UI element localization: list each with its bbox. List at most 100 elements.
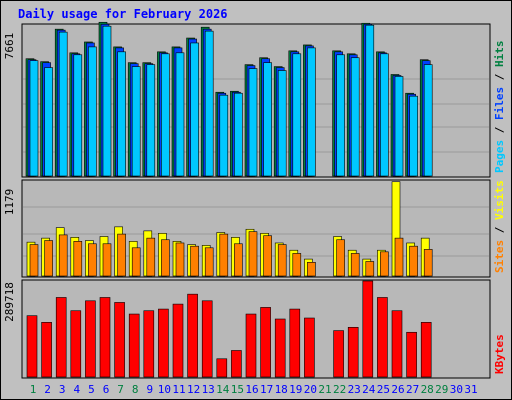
day-label-1: 1 <box>30 383 37 396</box>
kbytes-bar-day-13 <box>201 300 213 378</box>
axis-label-part: Pages <box>493 140 506 173</box>
pages-bar-day-6 <box>102 25 112 177</box>
kbytes-bar-day-16 <box>245 313 257 378</box>
sites-bar-day-2 <box>44 240 53 277</box>
ymax-label: 289718 <box>3 282 16 322</box>
day-label-2: 2 <box>44 383 51 396</box>
kbytes-bar-day-15 <box>231 350 242 378</box>
axis-label-part: KBytes <box>493 334 506 374</box>
sites-bar-day-1 <box>29 244 39 277</box>
kbytes-bar-day-17 <box>260 307 271 378</box>
sites-bar-day-27 <box>409 245 418 277</box>
kbytes-bar-day-12 <box>187 293 198 378</box>
day-label-4: 4 <box>73 383 80 396</box>
sites-bar-day-11 <box>175 242 185 277</box>
day-label-29: 29 <box>435 383 448 396</box>
sites-bar-day-5 <box>88 243 97 277</box>
kbytes-bar-day-18 <box>274 318 286 378</box>
axis-label: Sites / Visits <box>493 180 506 273</box>
pages-bar-day-9 <box>146 64 156 177</box>
sites-bar-day-12 <box>190 245 199 277</box>
kbytes-bar-day-9 <box>143 310 155 378</box>
sites-bar-day-13 <box>204 247 214 277</box>
sites-bar-day-25 <box>380 251 389 277</box>
pages-bar-day-5 <box>88 46 97 177</box>
sites-bar-day-17 <box>263 235 272 277</box>
sites-bar-day-24 <box>365 261 375 277</box>
axis-label-part: Hits <box>493 41 506 68</box>
sites-bar-day-8 <box>131 247 141 277</box>
day-label-25: 25 <box>377 383 390 396</box>
axis-label: KBytes <box>493 334 506 374</box>
sites-bar-day-3 <box>58 234 68 277</box>
pages-bar-day-17 <box>263 62 272 177</box>
kbytes-bar-day-8 <box>128 313 140 378</box>
sites-bar-day-14 <box>219 233 229 277</box>
day-label-24: 24 <box>362 383 376 396</box>
pages-bar-day-19 <box>292 53 302 177</box>
day-label-14: 14 <box>216 383 230 396</box>
sites-bar-day-22 <box>336 239 345 277</box>
pages-bar-day-14 <box>219 94 229 177</box>
day-label-8: 8 <box>132 383 139 396</box>
day-label-27: 27 <box>406 383 419 396</box>
pages-bar-day-11 <box>175 52 185 177</box>
kbytes-bar-day-4 <box>70 310 82 378</box>
sites-bar-day-10 <box>161 239 170 277</box>
day-label-11: 11 <box>172 383 185 396</box>
day-label-20: 20 <box>304 383 317 396</box>
sites-bar-day-7 <box>117 233 126 277</box>
pages-bar-day-4 <box>73 54 83 177</box>
pages-bar-day-18 <box>277 70 287 177</box>
pages-bar-day-13 <box>204 30 214 177</box>
axis-label-part: / <box>493 120 506 140</box>
sites-bar-day-28 <box>423 249 433 277</box>
kbytes-bar-day-3 <box>55 297 67 378</box>
kbytes-bar-day-2 <box>41 322 52 378</box>
ymax-label: 7661 <box>3 33 16 60</box>
axis-label-part: Visits <box>493 180 506 220</box>
day-label-28: 28 <box>421 383 434 396</box>
kbytes-bar-day-19 <box>289 308 301 378</box>
pages-bar-day-12 <box>190 42 199 177</box>
kbytes-bar-day-24 <box>362 280 374 378</box>
kbytes-bar-day-7 <box>114 302 125 378</box>
day-label-18: 18 <box>275 383 288 396</box>
kbytes-bar-day-27 <box>406 331 417 378</box>
axis-label-part: Files <box>493 87 506 120</box>
pages-bar-day-7 <box>117 51 126 177</box>
sites-bar-day-19 <box>292 253 302 277</box>
day-label-31: 31 <box>464 383 477 396</box>
sites-bar-day-26 <box>394 237 404 277</box>
pages-bar-day-2 <box>44 67 53 177</box>
kbytes-bar-day-10 <box>158 308 169 378</box>
sites-bar-day-15 <box>234 243 243 277</box>
day-label-19: 19 <box>289 383 302 396</box>
day-label-26: 26 <box>391 383 404 396</box>
day-label-16: 16 <box>245 383 258 396</box>
pages-bar-day-24 <box>365 24 375 177</box>
pages-bar-day-20 <box>307 47 316 177</box>
axis-label-part: Sites <box>493 240 506 273</box>
pages-bar-day-1 <box>29 60 39 177</box>
sites-bar-day-23 <box>350 253 360 277</box>
chart-title: Daily usage for February 2026 <box>18 7 228 21</box>
pages-bar-day-8 <box>131 66 141 177</box>
pages-bar-day-25 <box>380 53 389 177</box>
day-label-3: 3 <box>59 383 66 396</box>
kbytes-bar-day-23 <box>347 326 359 378</box>
pages-bar-day-28 <box>423 64 433 177</box>
day-label-10: 10 <box>158 383 171 396</box>
sites-bar-day-9 <box>146 237 156 277</box>
pages-bar-day-23 <box>350 57 360 177</box>
kbytes-bar-day-1 <box>26 315 38 378</box>
pages-bar-day-26 <box>394 76 404 177</box>
kbytes-bar-day-14 <box>216 358 228 378</box>
day-label-17: 17 <box>260 383 273 396</box>
kbytes-bar-day-5 <box>85 300 96 378</box>
day-label-30: 30 <box>450 383 463 396</box>
day-label-9: 9 <box>146 383 153 396</box>
day-label-23: 23 <box>348 383 361 396</box>
kbytes-bar-day-26 <box>391 310 403 378</box>
